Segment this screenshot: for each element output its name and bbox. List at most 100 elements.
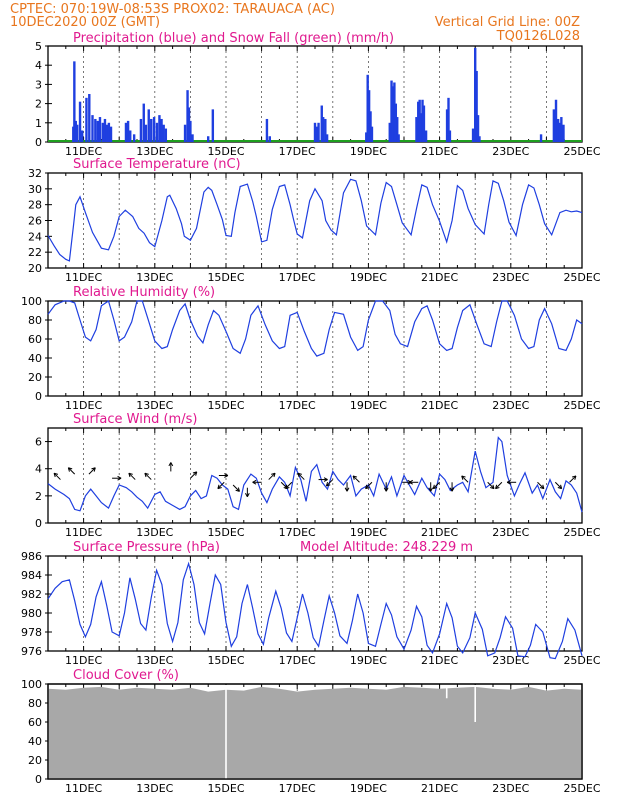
header-code: TQ0126L028 <box>496 29 580 44</box>
x-tick-label: 13DEC <box>136 145 173 158</box>
precip-bar <box>475 70 478 142</box>
precip-bar <box>183 124 187 142</box>
x-tick-label: 11DEC <box>65 271 102 284</box>
wind-arrow <box>495 481 503 490</box>
wind-arrow <box>268 472 276 480</box>
wind-arrow <box>168 462 174 472</box>
x-tick-label: 21DEC <box>421 399 458 412</box>
x-tick-label: 11DEC <box>65 654 102 667</box>
precip-bar <box>562 124 565 142</box>
precip-bar <box>558 122 562 142</box>
precip-bar <box>424 130 428 142</box>
x-tick-label: 13DEC <box>136 782 173 795</box>
precip-bar <box>324 118 327 142</box>
wind-arrow <box>365 481 373 490</box>
header-line1: CPTEC: 070:19W-08:53S PROX02: TARAUACA (… <box>10 2 335 17</box>
x-tick-label: 13DEC <box>136 399 173 412</box>
precip-bar <box>75 124 79 142</box>
wind-arrow <box>461 475 469 483</box>
pressure-line <box>47 561 583 660</box>
precip-bar <box>132 134 136 142</box>
cloud-panel: 11DEC 13DEC 15DEC 17DEC 19DEC 21DEC 23DEC 25DEC… <box>21 668 601 795</box>
precip-bar <box>80 130 84 142</box>
x-tick-label: 13DEC <box>136 271 173 284</box>
wind-arrow <box>128 472 136 480</box>
y-tick-label: 2 <box>35 98 42 111</box>
pressure-frame <box>47 555 583 652</box>
precip-bar <box>393 82 396 142</box>
x-tick-label: 15DEC <box>207 271 244 284</box>
precip-bar <box>124 122 128 142</box>
precip-bar <box>471 128 475 142</box>
precip-bar <box>268 136 271 142</box>
y-tick-label: 100 <box>21 295 42 308</box>
precip-bar <box>96 120 100 142</box>
x-tick-label: 23DEC <box>492 654 529 667</box>
precip-bar <box>155 122 159 142</box>
x-tick-label: 21DEC <box>421 145 458 158</box>
x-tick-label: 25DEC <box>563 271 600 284</box>
y-tick-label: 28 <box>28 199 42 212</box>
x-tick-label: 21DEC <box>421 271 458 284</box>
precip-bar <box>150 118 153 142</box>
precip-bar <box>78 101 82 142</box>
precip-bar <box>103 118 107 142</box>
wind-arrow <box>252 479 262 485</box>
x-tick-label: 25DEC <box>563 145 600 158</box>
cloud-title: Cloud Cover (%) <box>73 668 179 683</box>
y-tick-label: 980 <box>21 607 42 620</box>
precip-bar <box>109 126 113 142</box>
x-tick-label: 17DEC <box>279 526 316 539</box>
x-tick-label: 13DEC <box>136 526 173 539</box>
precip-bar <box>74 120 77 142</box>
cloud-frame-top <box>47 683 583 780</box>
x-tick-label: 17DEC <box>279 399 316 412</box>
x-tick-label: 21DEC <box>421 782 458 795</box>
temp-frame <box>47 172 583 269</box>
y-tick-label: 6 <box>35 436 42 449</box>
precip-bar <box>391 86 395 142</box>
y-tick-label: 978 <box>21 626 42 639</box>
pressure-panel: 11DEC 13DEC 15DEC 17DEC 19DEC 21DEC 23DEC 25DEC… <box>21 540 601 667</box>
precip-bar <box>126 120 130 142</box>
precip-bar <box>325 134 329 142</box>
pressure-title: Surface Pressure (hPa) <box>73 540 220 555</box>
x-tick-label: 15DEC <box>207 145 244 158</box>
precip-bar <box>321 117 325 142</box>
y-tick-label: 24 <box>28 230 42 243</box>
precip-bar <box>478 136 481 142</box>
model-altitude-label: Model Altitude: 248.229 m <box>300 540 473 555</box>
precip-bar <box>552 109 556 142</box>
y-tick-label: 30 <box>28 183 42 196</box>
x-tick-label: 23DEC <box>492 271 529 284</box>
precip-bar <box>367 90 371 142</box>
precip-bar <box>369 111 372 142</box>
wind-arrow <box>53 472 61 480</box>
precip-panel: 11DEC 13DEC 15DEC 17DEC 19DEC 21DEC 23DEC 25DEC… <box>35 31 601 158</box>
precip-bar <box>191 134 194 142</box>
x-tick-label: 17DEC <box>279 782 316 795</box>
precip-bar <box>162 124 165 142</box>
wind-arrow <box>112 475 122 481</box>
x-tick-label: 23DEC <box>492 399 529 412</box>
x-tick-label: 15DEC <box>207 526 244 539</box>
x-tick-label: 23DEC <box>492 782 529 795</box>
precip-bar <box>365 132 368 142</box>
y-tick-label: 32 <box>28 167 42 180</box>
wind-arrow <box>297 472 305 480</box>
precip-bar <box>105 124 109 142</box>
temp-panel: 11DEC 13DEC 15DEC 17DEC 19DEC 21DEC 23DEC 25DEC… <box>28 157 601 284</box>
x-tick-label: 19DEC <box>350 145 387 158</box>
precip-bar <box>91 115 94 142</box>
precip-bar <box>317 122 320 142</box>
y-tick-label: 1 <box>35 117 42 130</box>
x-tick-label: 19DEC <box>350 654 387 667</box>
precip-bar <box>73 61 76 142</box>
precip-bar <box>415 117 418 142</box>
precip-bar <box>158 115 161 142</box>
precip-bar <box>419 113 423 142</box>
x-tick-label: 15DEC <box>207 782 244 795</box>
cloud-gap <box>445 685 448 699</box>
x-tick-label: 25DEC <box>563 526 600 539</box>
precip-bar <box>160 118 163 142</box>
